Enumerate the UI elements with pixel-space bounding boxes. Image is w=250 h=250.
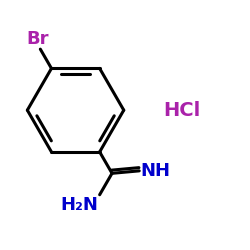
Text: H₂N: H₂N [60,196,98,214]
Text: NH: NH [140,162,170,180]
Text: Br: Br [26,30,49,48]
Text: HCl: HCl [163,101,200,120]
